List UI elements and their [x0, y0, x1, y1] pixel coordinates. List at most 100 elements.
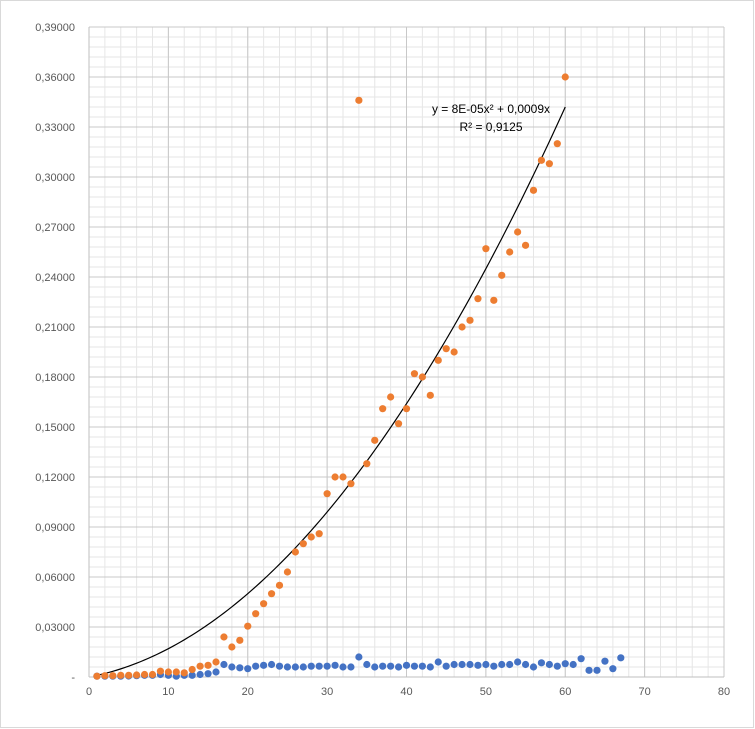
x-tick-label: 10	[162, 686, 174, 698]
data-point	[204, 661, 212, 669]
data-point	[450, 348, 458, 356]
data-point	[609, 665, 617, 673]
y-tick-label: 0,18000	[35, 372, 75, 384]
data-point	[307, 662, 315, 670]
x-tick-label: 40	[400, 686, 412, 698]
data-point	[172, 668, 180, 676]
y-tick-label: 0,24000	[35, 272, 75, 284]
trendline-curve	[96, 106, 566, 676]
data-point	[545, 660, 553, 669]
data-point	[402, 661, 411, 669]
data-point	[212, 668, 220, 676]
data-point	[371, 436, 379, 444]
data-point	[442, 345, 450, 353]
data-point	[506, 660, 514, 669]
data-point	[117, 671, 125, 679]
data-point	[537, 659, 546, 667]
x-axis-tick-labels: 0 10 20 30 40 50 60 70 80	[86, 686, 730, 698]
data-point	[347, 480, 355, 488]
data-point	[291, 548, 299, 556]
data-point	[601, 657, 609, 665]
data-point	[212, 658, 220, 666]
trendline	[96, 106, 566, 676]
data-point	[553, 662, 561, 670]
data-point	[363, 660, 371, 669]
data-point	[236, 636, 244, 644]
data-point	[125, 671, 133, 679]
data-point	[156, 667, 165, 675]
y-tick-label: 0,21000	[35, 322, 75, 334]
y-tick-label: 0,30000	[35, 172, 75, 184]
x-tick-label: 80	[718, 686, 730, 698]
data-point	[371, 663, 379, 671]
data-point	[498, 660, 506, 669]
data-point	[355, 96, 363, 104]
data-point	[434, 658, 442, 666]
y-tick-label: 0,33000	[35, 122, 75, 134]
data-point	[474, 661, 482, 669]
series-orange-points	[93, 73, 569, 680]
data-point	[196, 662, 204, 670]
data-point	[188, 671, 196, 679]
data-point	[196, 670, 204, 679]
data-point	[236, 664, 244, 672]
x-tick-label: 60	[559, 686, 571, 698]
trendline-r-squared: R² = 0,9125	[459, 120, 522, 134]
data-point	[514, 658, 522, 666]
data-point	[267, 590, 276, 598]
data-point	[283, 663, 292, 671]
data-point	[537, 156, 546, 164]
data-point	[307, 533, 315, 541]
data-point	[418, 662, 426, 670]
data-point	[553, 140, 561, 148]
major-gridlines	[88, 26, 725, 678]
data-point	[299, 540, 307, 548]
data-point	[569, 660, 577, 669]
data-point	[593, 666, 601, 674]
data-point	[529, 186, 538, 194]
data-point	[339, 473, 347, 481]
data-point	[577, 655, 585, 663]
data-point	[220, 660, 228, 669]
data-point	[275, 581, 284, 589]
data-point	[482, 660, 490, 669]
data-point	[410, 370, 419, 378]
data-point	[514, 228, 522, 236]
data-point	[260, 600, 268, 608]
data-point	[267, 660, 276, 669]
data-point	[426, 663, 434, 671]
data-point	[561, 73, 569, 81]
data-point	[490, 662, 498, 670]
data-point	[93, 672, 101, 680]
data-point	[490, 296, 498, 304]
data-point	[379, 662, 387, 670]
data-point	[450, 660, 458, 669]
x-tick-label: 30	[321, 686, 333, 698]
data-point	[387, 662, 395, 670]
data-point	[283, 568, 292, 576]
x-tick-label: 70	[639, 686, 651, 698]
data-point	[387, 393, 395, 401]
data-point	[482, 245, 490, 253]
data-point	[466, 316, 474, 324]
data-point	[315, 662, 323, 670]
data-point	[101, 672, 109, 680]
y-tick-label: 0,27000	[35, 222, 75, 234]
data-point	[442, 662, 450, 670]
data-point	[506, 248, 514, 256]
data-point	[204, 670, 212, 678]
y-tick-label: 0,39000	[35, 22, 75, 34]
data-point	[458, 323, 466, 331]
data-point	[474, 295, 482, 303]
data-point	[180, 669, 188, 677]
data-point	[418, 373, 426, 381]
x-tick-label: 0	[86, 686, 92, 698]
data-point	[252, 610, 260, 618]
data-point	[458, 660, 466, 669]
data-point	[133, 671, 141, 679]
data-point	[244, 622, 252, 630]
data-point	[188, 665, 196, 674]
x-tick-label: 20	[242, 686, 254, 698]
